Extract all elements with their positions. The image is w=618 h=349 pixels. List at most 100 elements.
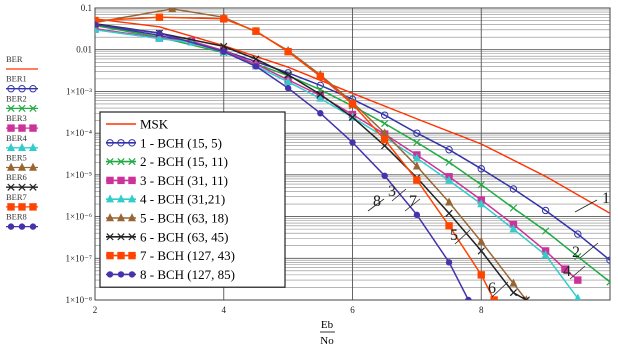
y-tick-label: 1×10⁻⁸ bbox=[66, 295, 92, 305]
series-line bbox=[95, 23, 610, 261]
point-marker bbox=[316, 72, 325, 81]
point-marker bbox=[316, 90, 324, 98]
point-marker bbox=[252, 63, 260, 70]
point-marker bbox=[561, 265, 569, 273]
left-label-ber7: BER7 bbox=[6, 192, 27, 202]
point-marker bbox=[18, 203, 26, 211]
point-marker bbox=[7, 104, 15, 113]
point-marker bbox=[7, 223, 15, 230]
point-marker bbox=[220, 42, 228, 51]
point-marker bbox=[128, 176, 136, 185]
legend-entry-6: 6 - BCH (63, 45) bbox=[106, 229, 228, 244]
point-marker bbox=[412, 161, 421, 170]
left-label-ber4: BER4 bbox=[6, 133, 28, 143]
legend-label: 4 - BCH (31,21) bbox=[140, 192, 225, 207]
point-marker bbox=[18, 223, 26, 230]
point-marker bbox=[490, 296, 498, 300]
y-tick-label: 1×10⁻⁵ bbox=[66, 170, 92, 180]
point-marker bbox=[128, 271, 136, 278]
series-line bbox=[95, 16, 495, 300]
point-marker bbox=[18, 85, 26, 93]
x-tick-label: 8 bbox=[479, 305, 484, 315]
point-marker bbox=[29, 183, 37, 191]
point-marker bbox=[445, 222, 453, 230]
point-marker bbox=[168, 8, 177, 13]
point-marker bbox=[6, 162, 16, 171]
point-marker bbox=[574, 252, 582, 261]
point-marker bbox=[413, 176, 421, 184]
point-marker bbox=[7, 183, 15, 191]
curve-label-leader bbox=[367, 198, 385, 212]
point-marker bbox=[381, 119, 389, 128]
x-tick-label: 6 bbox=[350, 305, 355, 315]
point-marker bbox=[128, 157, 136, 166]
point-marker bbox=[413, 211, 421, 219]
point-marker bbox=[509, 278, 518, 287]
point-marker bbox=[380, 128, 389, 137]
point-marker bbox=[7, 203, 15, 211]
curve-label-leader bbox=[574, 199, 598, 213]
point-marker bbox=[477, 199, 486, 208]
point-marker bbox=[509, 204, 518, 212]
legend-entry-4: 4 - BCH (31,21) bbox=[105, 192, 225, 207]
point-marker bbox=[606, 256, 610, 264]
point-marker bbox=[18, 124, 26, 132]
point-marker bbox=[477, 271, 485, 279]
y-tick-label: 0.1 bbox=[81, 3, 92, 13]
point-marker bbox=[413, 138, 421, 147]
point-marker bbox=[477, 247, 485, 255]
point-marker bbox=[29, 124, 37, 132]
left-label-ber8: BER8 bbox=[6, 212, 27, 222]
legend-entry-0: MSK bbox=[106, 117, 169, 132]
point-marker bbox=[128, 139, 136, 147]
point-marker bbox=[348, 100, 357, 108]
legend-entry-8: 8 - BCH (127, 85) bbox=[106, 267, 235, 282]
left-label-ber5: BER5 bbox=[6, 153, 27, 163]
curve-label-leader bbox=[391, 188, 407, 202]
point-marker bbox=[28, 142, 38, 151]
series-line bbox=[95, 18, 610, 214]
axes: 2 4 6 8 0.1 0.01 1×10⁻³ 1×10⁻⁴ 1×10⁻⁵ 1×10⁻⁶ 1×10⁻… bbox=[66, 3, 484, 315]
curve-label-2: 2 bbox=[572, 244, 580, 261]
left-label-ber1: BER1 bbox=[6, 74, 27, 84]
point-marker bbox=[349, 139, 356, 146]
legend-label: 3 - BCH (31, 11) bbox=[140, 173, 228, 188]
point-marker bbox=[116, 213, 126, 222]
point-marker bbox=[28, 162, 38, 171]
point-marker bbox=[17, 162, 27, 171]
legend-label: 1 - BCH (15, 5) bbox=[140, 135, 222, 150]
point-marker bbox=[220, 48, 227, 55]
point-marker bbox=[413, 129, 421, 137]
point-marker bbox=[465, 296, 472, 300]
point-marker bbox=[574, 276, 582, 284]
point-marker bbox=[445, 158, 453, 166]
point-marker bbox=[380, 111, 389, 119]
point-marker bbox=[252, 27, 260, 35]
point-marker bbox=[220, 15, 228, 23]
legend-entry-2: 2 - BCH (15, 11) bbox=[106, 154, 228, 169]
legend-entry-3: 3 - BCH (31, 11) bbox=[106, 173, 228, 188]
legend-entry-1: 1 - BCH (15, 5) bbox=[106, 135, 222, 150]
legend-label: 8 - BCH (127, 85) bbox=[140, 267, 235, 282]
point-marker bbox=[380, 135, 389, 144]
point-marker bbox=[106, 176, 114, 185]
point-marker bbox=[106, 233, 114, 241]
point-marker bbox=[116, 194, 126, 203]
point-marker bbox=[284, 71, 292, 79]
curve-labels: 1 2 3 4 5 6 7 8 bbox=[367, 183, 610, 298]
legend-label: 2 - BCH (15, 11) bbox=[140, 154, 228, 169]
y-tick-label: 0.01 bbox=[76, 45, 92, 55]
point-marker bbox=[284, 47, 292, 56]
curve-label-leader bbox=[569, 265, 586, 280]
left-label-ber2: BER2 bbox=[6, 93, 27, 103]
point-marker bbox=[127, 213, 137, 222]
point-marker bbox=[522, 296, 530, 300]
point-marker bbox=[117, 251, 125, 260]
point-marker bbox=[128, 251, 136, 260]
point-marker bbox=[128, 233, 136, 241]
legend: MSK 1 - BCH (15, 5) 2 - BCH (15, 11) 3 - BC… bbox=[99, 111, 286, 288]
point-marker bbox=[381, 142, 389, 150]
point-marker bbox=[477, 165, 485, 173]
legend-entry-7: 7 - BCH (127, 43) bbox=[106, 248, 235, 263]
series-lines bbox=[95, 8, 610, 300]
